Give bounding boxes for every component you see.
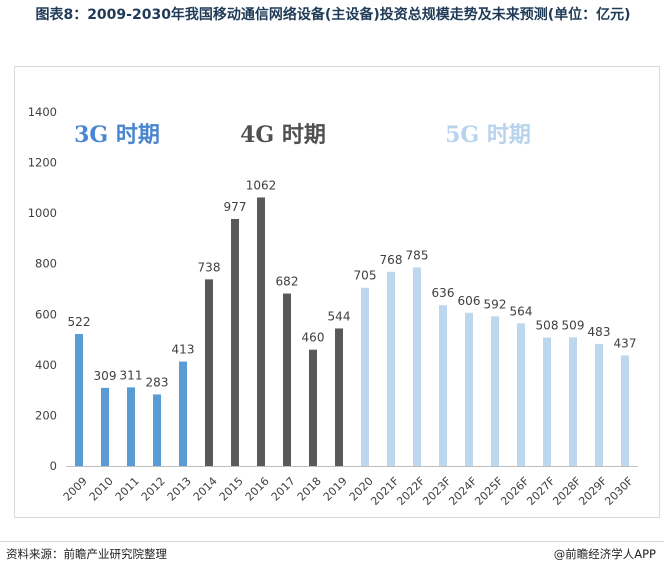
bar xyxy=(153,394,161,466)
data-label: 483 xyxy=(588,325,611,339)
data-label: 705 xyxy=(354,269,377,283)
x-tick-label: 2024F xyxy=(446,475,479,508)
bar xyxy=(387,271,395,466)
y-tick-label: 1200 xyxy=(28,156,57,170)
data-label: 682 xyxy=(276,275,299,289)
chart-title: 图表8：2009-2030年我国移动通信网络设备(主设备)投资总规模走势及未来预… xyxy=(35,7,631,23)
data-label: 592 xyxy=(484,297,507,311)
bar-chart: 0 200 400 600 800 1000 1200 1400 522 2009 309 2010 3… xyxy=(28,105,638,508)
y-tick-label: 1000 xyxy=(28,206,57,220)
bar xyxy=(517,323,525,466)
data-label: 283 xyxy=(146,375,169,389)
x-tick-label: 2022F xyxy=(394,475,427,508)
data-label: 437 xyxy=(614,337,637,351)
data-label: 309 xyxy=(94,369,117,383)
bar xyxy=(75,334,83,466)
period-label-5g: 5G 时期 xyxy=(445,122,531,148)
data-label: 785 xyxy=(406,249,429,263)
x-tick-label: 2019 xyxy=(321,475,350,504)
bar xyxy=(231,218,239,466)
y-tick-label: 0 xyxy=(50,459,57,473)
x-tick-label: 2017 xyxy=(269,475,298,504)
bar xyxy=(543,337,551,466)
bar xyxy=(283,293,291,466)
x-tick-label: 2028F xyxy=(550,475,583,508)
x-tick-label: 2015 xyxy=(217,475,246,504)
brand-note: @前瞻经济学人APP xyxy=(553,547,656,561)
x-tick-label: 2011 xyxy=(113,475,142,504)
x-tick-label: 2029F xyxy=(576,475,609,508)
data-label: 522 xyxy=(68,315,91,329)
footer-divider xyxy=(0,541,664,542)
bar xyxy=(569,337,577,466)
period-label-4g: 4G 时期 xyxy=(240,122,326,148)
x-tick-label: 2030F xyxy=(602,475,635,508)
data-label: 460 xyxy=(302,331,325,345)
data-label: 564 xyxy=(510,304,533,318)
data-label: 606 xyxy=(458,294,481,308)
y-tick-label: 1400 xyxy=(28,105,57,119)
bar xyxy=(595,343,603,466)
data-label: 544 xyxy=(328,309,351,323)
bar xyxy=(361,287,369,466)
x-tick-label: 2018 xyxy=(295,475,324,504)
source-note: 资料来源：前瞻产业研究院整理 xyxy=(6,547,167,561)
bar xyxy=(465,312,473,466)
bar xyxy=(309,349,317,466)
x-tick-label: 2014 xyxy=(191,475,220,504)
data-label: 977 xyxy=(224,200,247,214)
x-tick-label: 2027F xyxy=(524,475,557,508)
bar xyxy=(127,387,135,466)
x-tick-label: 2021F xyxy=(368,475,401,508)
bar xyxy=(179,361,187,466)
bar xyxy=(439,305,447,466)
data-label: 509 xyxy=(562,318,585,332)
bar xyxy=(413,267,421,466)
data-label: 768 xyxy=(380,253,403,267)
bar xyxy=(491,316,499,466)
bar xyxy=(205,279,213,466)
x-tick-label: 2012 xyxy=(139,475,168,504)
x-tick-label: 2013 xyxy=(165,475,194,504)
y-tick-label: 400 xyxy=(35,358,57,372)
x-tick-label: 2025F xyxy=(472,475,505,508)
period-label-3g: 3G 时期 xyxy=(74,122,160,148)
x-tick-label: 2023F xyxy=(420,475,453,508)
bar xyxy=(101,387,109,466)
data-label: 508 xyxy=(536,319,559,333)
bar xyxy=(621,355,629,466)
x-tick-label: 2016 xyxy=(243,475,272,504)
bar xyxy=(257,197,265,467)
x-tick-label: 2009 xyxy=(61,475,90,504)
data-label: 311 xyxy=(120,368,143,382)
y-tick-label: 800 xyxy=(35,257,57,271)
data-label: 413 xyxy=(172,343,195,357)
data-label: 1062 xyxy=(246,178,277,192)
bar xyxy=(335,328,343,466)
data-label: 738 xyxy=(198,260,221,274)
y-tick-label: 600 xyxy=(35,307,57,321)
x-tick-label: 2010 xyxy=(87,475,116,504)
data-label: 636 xyxy=(432,286,455,300)
y-tick-label: 200 xyxy=(35,408,57,422)
x-tick-label: 2026F xyxy=(498,475,531,508)
